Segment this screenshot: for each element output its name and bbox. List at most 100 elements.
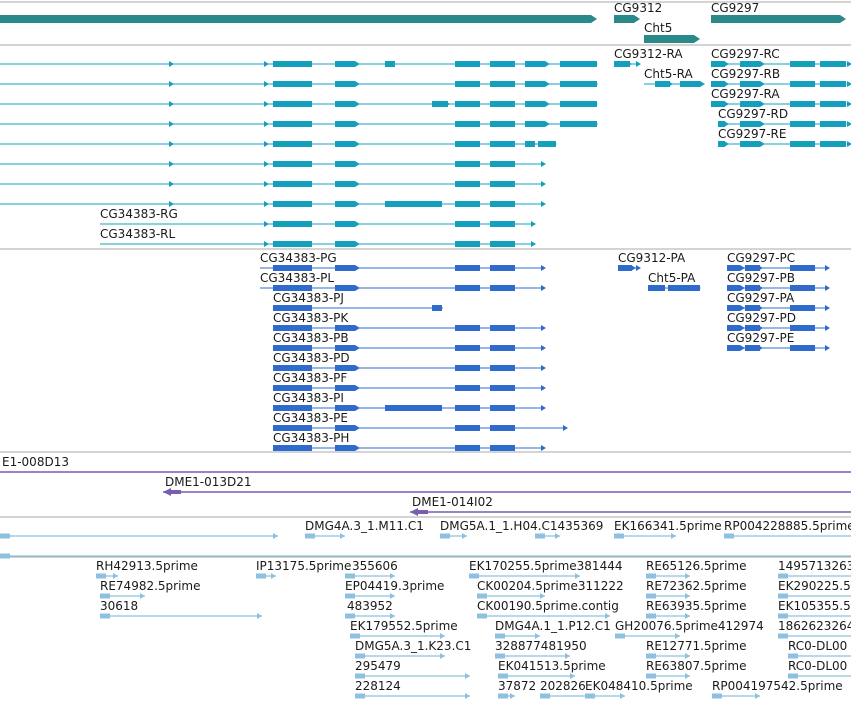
transcript-feature[interactable]: CG34383-PG (260, 251, 546, 271)
est-block (305, 533, 315, 539)
est-feature[interactable]: 37872 (498, 679, 536, 699)
end-arrow (257, 613, 262, 619)
est-feature[interactable] (0, 553, 851, 559)
est-feature[interactable]: EK290225.5 (778, 579, 851, 599)
gene-feature[interactable]: CG9312 (614, 1, 662, 23)
transcript-feature[interactable]: CG34383-PD (273, 351, 546, 371)
transcript-feature[interactable]: CG9297-PE (727, 331, 830, 351)
transcript-feature[interactable]: CG9297-RB (711, 67, 851, 87)
est-feature[interactable] (535, 533, 560, 539)
gene-feature[interactable]: CG9297 (711, 1, 846, 23)
est-feature[interactable]: EK105355.5 (778, 599, 851, 619)
transcript-feature[interactable] (0, 101, 598, 107)
clone-feature[interactable]: DME1-014I02 (410, 495, 851, 516)
est-feature[interactable]: EK170255.5prime381444 (469, 559, 622, 579)
est-feature[interactable]: 202826 (540, 679, 590, 699)
transcript-feature[interactable]: CG34383-PK (273, 311, 546, 331)
transcript-feature[interactable]: CG34383-PF (273, 371, 546, 391)
strand-arrow (264, 121, 269, 127)
transcript-feature[interactable]: CG34383-PJ (273, 291, 443, 311)
transcript-feature[interactable]: CG34383-RG (100, 207, 536, 227)
strand-arrow (751, 285, 756, 291)
clone-feature[interactable]: DME1-013D21 (163, 475, 851, 496)
transcript-feature[interactable]: CG34383-PB (273, 331, 546, 351)
transcript-feature[interactable]: CG9297-RC (711, 47, 851, 67)
est-feature[interactable]: GH20076.5prime412974 (615, 619, 764, 639)
est-feature[interactable]: 228124 (355, 679, 470, 699)
transcript-feature[interactable]: CG9312-RA (614, 47, 683, 67)
est-feature[interactable]: RE74982.5prime (100, 579, 201, 599)
transcript-feature[interactable]: CG9297-PA (727, 291, 830, 311)
transcript-feature[interactable] (0, 201, 546, 207)
transcript-feature[interactable]: CG9312-PA (618, 251, 686, 271)
est-feature[interactable]: 483952 (345, 599, 395, 619)
transcript-feature[interactable]: CG34383-RL (100, 227, 536, 247)
est-feature[interactable]: DMG5A.3_1.K23.C1 (355, 639, 471, 659)
est-feature[interactable]: EK041513.5prime (498, 659, 606, 679)
strand-arrow (624, 265, 629, 271)
gene-feature[interactable] (0, 15, 597, 23)
est-feature[interactable]: EK179552.5prime (350, 619, 458, 639)
transcript-feature[interactable] (0, 121, 598, 127)
end-arrow (541, 161, 546, 167)
strand-arrow (355, 81, 360, 87)
transcript-feature[interactable]: CG9297-PC (727, 251, 830, 271)
est-feature[interactable]: RC0-DL00 (788, 659, 851, 679)
transcript-feature[interactable]: CG9297-RA (711, 87, 851, 107)
est-feature[interactable]: DMG4A.1_1.P12.C1 (495, 619, 611, 639)
est-feature[interactable]: 355606 (345, 559, 398, 579)
est-feature[interactable]: DMG4A.3_1.M11.C1 (305, 519, 424, 539)
est-feature[interactable]: RP004228885.5prime (724, 519, 851, 539)
est-feature[interactable]: RE65126.5prime (646, 559, 747, 579)
transcript-feature[interactable] (0, 61, 598, 67)
end-arrow (636, 265, 641, 271)
transcript-feature[interactable]: CG9297-RD (718, 107, 851, 127)
est-feature[interactable]: RC0-DL00 (788, 639, 851, 659)
est-feature[interactable]: 1495713263 (778, 559, 851, 579)
transcript-feature[interactable]: CG9297-RE (718, 127, 851, 147)
strand-arrow (348, 61, 353, 67)
est-feature[interactable]: RE12771.5prime (646, 639, 747, 659)
transcript-feature[interactable]: CG34383-PI (273, 391, 546, 411)
feature-label: RE74982.5prime (100, 579, 201, 593)
transcript-feature[interactable]: CG9297-PB (727, 271, 830, 291)
transcript-feature[interactable]: CG34383-PH (273, 431, 546, 451)
est-feature[interactable] (0, 533, 278, 539)
est-feature[interactable]: RP004197542.5prime (712, 679, 843, 699)
est-feature[interactable]: 1862623264 (778, 619, 851, 639)
est-block (724, 533, 734, 539)
strand-arrow (753, 141, 758, 147)
est-feature[interactable]: RE63807.5prime (646, 659, 747, 679)
transcript-feature[interactable]: CG34383-PE (273, 411, 568, 431)
gene-feature[interactable]: Cht5 (644, 21, 700, 43)
transcript-feature[interactable] (0, 81, 598, 87)
strand-arrow (355, 101, 360, 107)
feature-label: EK105355.5 (778, 599, 851, 613)
transcript-feature[interactable]: Cht5-RA (644, 67, 705, 87)
est-feature[interactable]: RH42913.5prime (96, 559, 198, 579)
est-feature[interactable]: 328877481950 (495, 639, 587, 659)
transcript-feature[interactable] (0, 161, 546, 167)
end-arrow (685, 573, 690, 579)
feature-label: CG9297-PC (727, 251, 795, 265)
transcript-feature[interactable]: Cht5-PA (648, 271, 701, 291)
est-feature[interactable]: RE72362.5prime (646, 579, 747, 599)
transcript-feature[interactable] (0, 141, 557, 147)
est-feature[interactable]: EK048410.5prime (585, 679, 693, 699)
strand-arrow (496, 285, 501, 291)
est-feature[interactable]: 295479 (355, 659, 470, 679)
est-feature[interactable]: CK00204.5prime311222 (477, 579, 624, 599)
est-feature[interactable]: DMG5A.1_1.H04.C1435369 (440, 519, 603, 539)
transcript-feature[interactable]: CG9297-PD (727, 311, 830, 331)
end-arrow (675, 633, 680, 639)
est-feature[interactable]: CK00190.5prime.contig (477, 599, 619, 619)
est-feature[interactable]: IP13175.5prime (256, 559, 351, 579)
est-feature[interactable]: RE63935.5prime (646, 599, 747, 619)
est-feature[interactable]: EK166341.5prime (614, 519, 722, 539)
clone-feature[interactable]: E1-008D13 (0, 455, 851, 473)
strand-arrow (348, 325, 353, 331)
est-feature[interactable]: EP04419.3prime (345, 579, 444, 599)
transcript-feature[interactable] (0, 181, 546, 187)
transcript-feature[interactable]: CG34383-PL (260, 271, 546, 291)
est-feature[interactable]: 30618 (100, 599, 262, 619)
